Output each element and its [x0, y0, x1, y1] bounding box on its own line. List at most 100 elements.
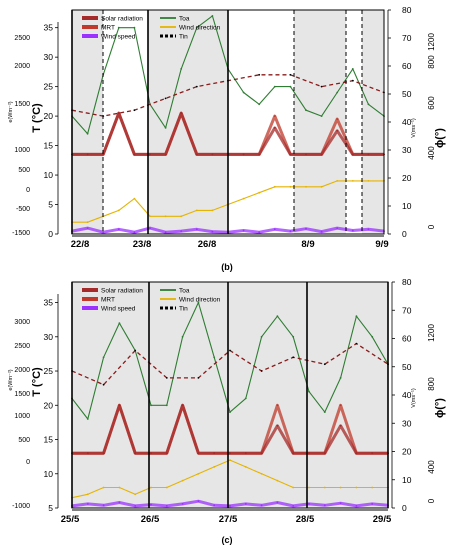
data-point — [213, 466, 216, 468]
right-tick-label: 50 — [402, 89, 412, 99]
x-tick-label: 28/5 — [296, 514, 315, 525]
left-axis-title: T (°C) — [31, 367, 43, 397]
data-point — [118, 404, 121, 407]
left-tick-label: 10 — [44, 170, 54, 180]
data-point — [211, 153, 214, 156]
data-point — [351, 229, 354, 232]
data-point — [289, 185, 292, 188]
data-point — [133, 153, 136, 156]
right-tick-label: 60 — [402, 334, 412, 344]
data-point — [86, 503, 89, 505]
data-point — [213, 504, 216, 507]
left2-tick-label: 0 — [26, 187, 30, 194]
data-point — [242, 229, 245, 232]
left2-tick-label: -1000 — [12, 503, 30, 510]
data-point — [276, 315, 279, 318]
data-point — [308, 486, 310, 489]
legend-label: Solar radiation — [101, 288, 143, 295]
data-point — [305, 109, 307, 112]
data-point — [320, 153, 323, 156]
right-axis-title: V(ms⁻¹) — [411, 118, 417, 138]
legend-label: Toa — [179, 288, 190, 295]
data-point — [367, 103, 370, 106]
data-point — [118, 501, 121, 504]
data-point — [164, 231, 167, 234]
legend-label: Wind speed — [101, 34, 136, 41]
data-point — [276, 424, 279, 427]
left-tick-label: 25 — [44, 366, 54, 376]
data-point — [180, 68, 183, 70]
right2-tick-label: 800 — [427, 377, 436, 391]
panel-caption: (b) — [221, 262, 233, 272]
right-tick-label: 20 — [402, 173, 412, 183]
data-point — [86, 221, 89, 224]
data-point — [242, 197, 245, 200]
legend-label: Tin — [179, 306, 188, 313]
data-point — [273, 228, 276, 231]
left2-tick-label: 1500 — [14, 101, 30, 108]
data-point — [355, 342, 358, 345]
data-point — [133, 197, 136, 200]
data-point — [195, 228, 198, 231]
data-point — [102, 356, 105, 359]
data-point — [367, 228, 370, 231]
data-point — [273, 127, 276, 129]
data-point — [118, 486, 121, 489]
legend-label: Wind direction — [179, 297, 221, 304]
day-band — [362, 10, 384, 234]
data-point — [197, 377, 200, 379]
data-point — [258, 231, 261, 234]
data-point — [260, 504, 263, 507]
data-point — [367, 180, 370, 182]
data-point — [165, 452, 168, 455]
left2-tick-label: 0 — [26, 459, 30, 466]
data-point — [229, 411, 231, 413]
left2-tick-label: 2500 — [14, 35, 30, 42]
data-point — [351, 180, 354, 182]
data-point — [339, 502, 342, 505]
legend-label: Wind direction — [179, 25, 221, 32]
left2-tick-label: 1500 — [14, 391, 30, 398]
data-point — [211, 15, 214, 17]
left-tick-label: 5 — [48, 503, 53, 513]
data-point — [195, 26, 198, 29]
data-point — [86, 452, 89, 455]
x-tick-label: 25/5 — [61, 514, 80, 525]
data-point — [308, 390, 310, 393]
left2-tick-label: 2000 — [14, 63, 30, 70]
right2-tick-label: 1200 — [427, 324, 436, 342]
data-point — [102, 452, 105, 455]
data-point — [258, 191, 261, 194]
data-point — [164, 127, 167, 129]
data-point — [308, 452, 310, 455]
data-point — [164, 153, 167, 156]
data-point — [308, 503, 310, 505]
left-tick-label: 30 — [44, 332, 54, 342]
data-point — [289, 73, 292, 76]
legend-label: Solar radiation — [101, 16, 143, 23]
legend-label: Toa — [179, 16, 190, 23]
data-point — [102, 231, 105, 234]
right2-axis-title: ϕ(°) — [434, 128, 446, 148]
data-point — [258, 153, 261, 156]
data-point — [150, 404, 152, 407]
left2-tick-label: 500 — [18, 437, 30, 444]
data-point — [289, 153, 292, 156]
data-point — [339, 377, 342, 379]
data-point — [181, 404, 184, 407]
left-tick-label: 20 — [44, 111, 54, 121]
data-point — [181, 503, 184, 505]
data-point — [276, 501, 279, 504]
data-point — [305, 227, 307, 230]
x-tick-label: 23/8 — [133, 239, 152, 250]
data-point — [197, 301, 200, 304]
right-tick-label: 30 — [402, 145, 412, 155]
data-point — [355, 505, 358, 507]
right-tick-label: 0 — [402, 503, 407, 513]
panel-c: Solar radiation Toa MRT Wind direction Wind … — [8, 277, 446, 545]
data-point — [351, 68, 354, 70]
left2-tick-label: 2500 — [14, 343, 30, 350]
data-point — [292, 505, 295, 507]
right-tick-label: 30 — [402, 418, 412, 428]
